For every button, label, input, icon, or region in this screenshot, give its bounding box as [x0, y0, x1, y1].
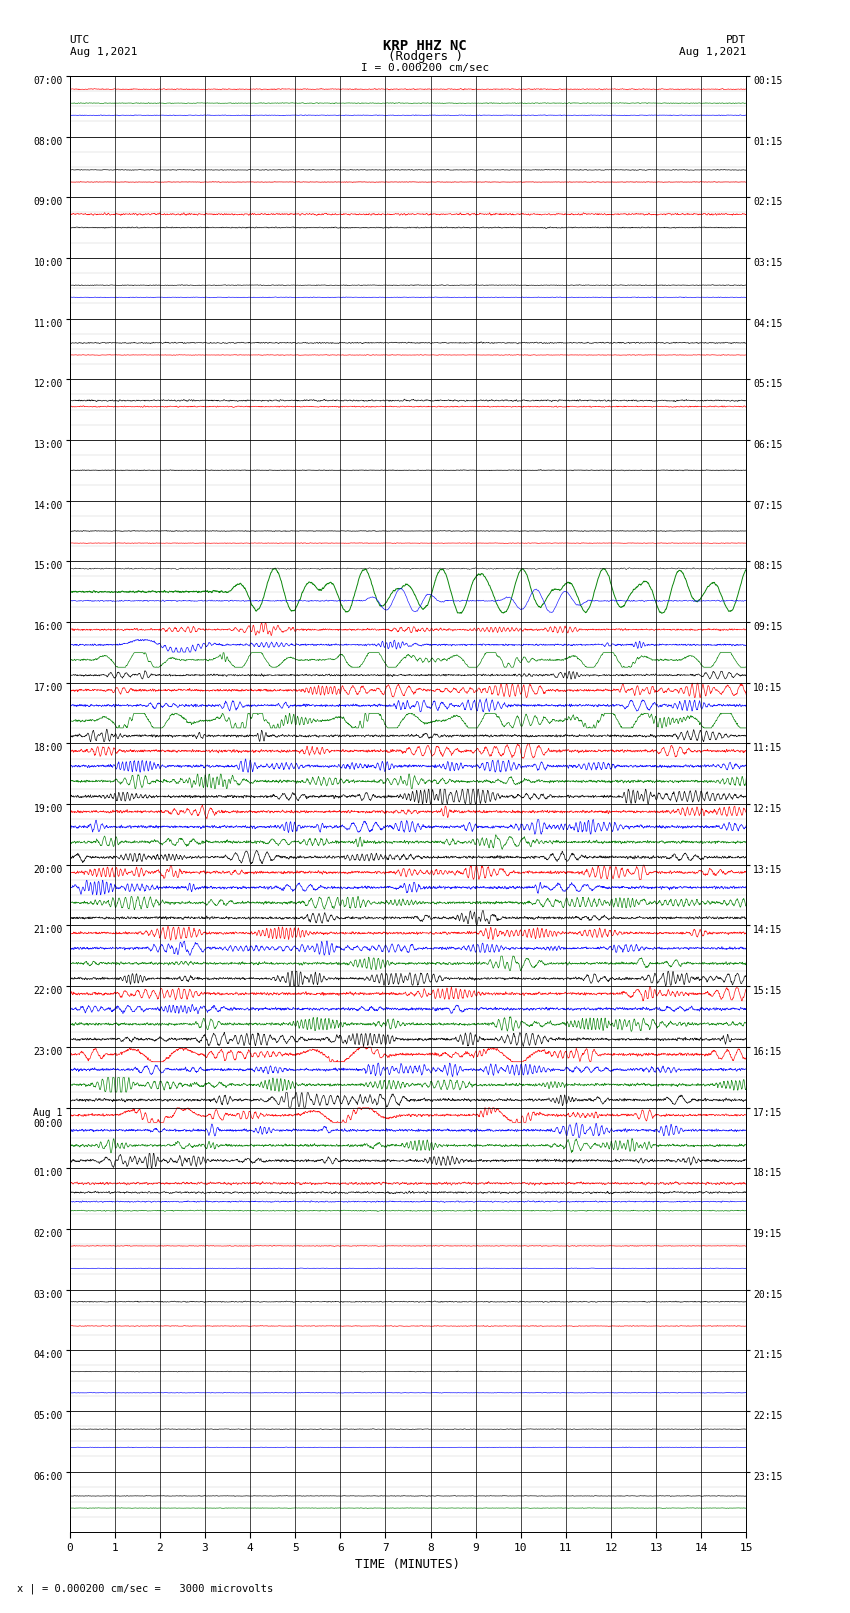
Text: Aug 1,2021: Aug 1,2021 [679, 47, 746, 56]
Text: UTC: UTC [70, 35, 90, 45]
Text: KRP HHZ NC: KRP HHZ NC [383, 39, 467, 53]
Text: PDT: PDT [726, 35, 746, 45]
Text: I = 0.000200 cm/sec: I = 0.000200 cm/sec [361, 63, 489, 73]
Text: Aug 1,2021: Aug 1,2021 [70, 47, 137, 56]
Text: (Rodgers ): (Rodgers ) [388, 50, 462, 63]
Text: x | = 0.000200 cm/sec =   3000 microvolts: x | = 0.000200 cm/sec = 3000 microvolts [17, 1582, 273, 1594]
X-axis label: TIME (MINUTES): TIME (MINUTES) [355, 1558, 461, 1571]
